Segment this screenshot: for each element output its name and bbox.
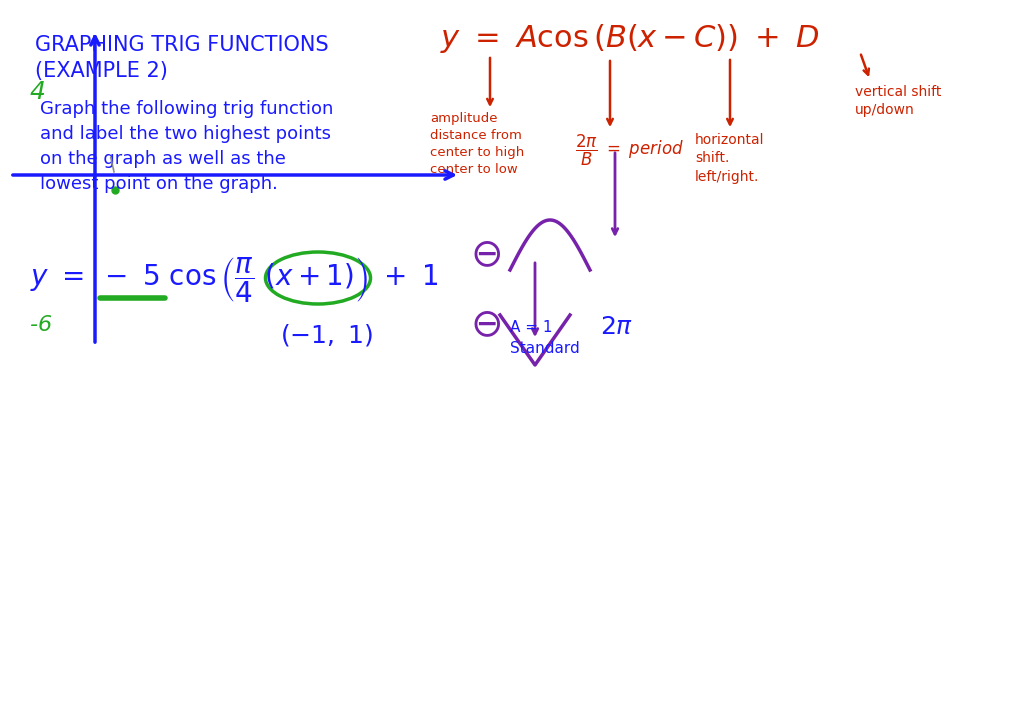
Text: vertical shift
up/down: vertical shift up/down: [855, 85, 941, 117]
Text: Graph the following trig function
and label the two highest points
on the graph : Graph the following trig function and la…: [40, 100, 334, 193]
Text: -6: -6: [30, 315, 52, 335]
Text: amplitude
distance from
center to high
center to low: amplitude distance from center to high c…: [430, 112, 524, 176]
Text: $2\pi$: $2\pi$: [600, 315, 633, 339]
Text: horizontal
shift.
left/right.: horizontal shift. left/right.: [695, 133, 765, 184]
Text: A = 1
Standard: A = 1 Standard: [510, 320, 580, 356]
Text: GRAPHING TRIG FUNCTIONS
(EXAMPLE 2): GRAPHING TRIG FUNCTIONS (EXAMPLE 2): [35, 35, 329, 82]
Text: 4: 4: [30, 80, 46, 104]
Text: /: /: [105, 155, 120, 175]
Text: $y\ =\ -\ 5\ \cos\left(\dfrac{\pi}{4}\ (x+1)\right)\ +\ 1$: $y\ =\ -\ 5\ \cos\left(\dfrac{\pi}{4}\ (…: [30, 255, 438, 305]
Text: $(-1,\ 1)$: $(-1,\ 1)$: [280, 322, 373, 348]
Text: $\ominus$: $\ominus$: [469, 306, 501, 344]
Text: $\dfrac{2\pi}{B}\ =\ period$: $\dfrac{2\pi}{B}\ =\ period$: [575, 133, 684, 168]
Text: $y\ =\ A\cos\left(B(x-C)\right)\ +\ D$: $y\ =\ A\cos\left(B(x-C)\right)\ +\ D$: [440, 22, 820, 55]
Text: $\ominus$: $\ominus$: [469, 236, 501, 274]
